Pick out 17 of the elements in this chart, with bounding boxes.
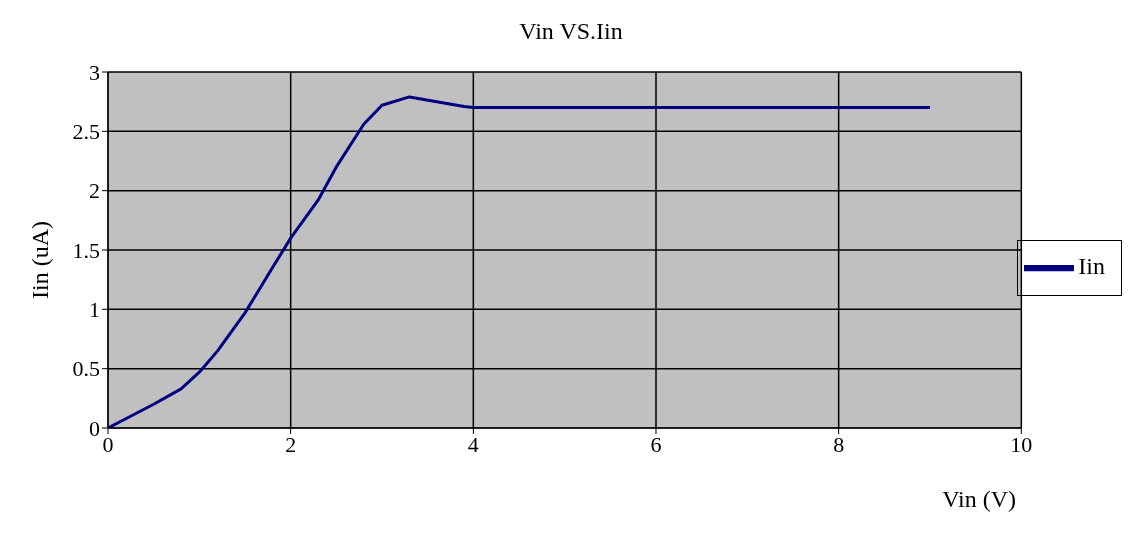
x-tick-label: 6	[650, 431, 662, 457]
y-tick-label: 1.5	[72, 237, 100, 263]
y-tick-label: 1	[89, 297, 100, 323]
y-tick-label: 0.5	[72, 356, 100, 382]
chart-title: Vin VS.Iin	[518, 18, 624, 45]
legend-label: Iin	[1078, 252, 1105, 279]
x-axis-title: Vin (V)	[942, 486, 1016, 513]
x-tick-label: 8	[833, 431, 845, 457]
y-tick-label: 3	[89, 59, 100, 85]
y-tick-label: 2	[89, 178, 100, 204]
x-tick-label: 4	[467, 431, 479, 457]
x-tick-label: 10	[1010, 431, 1033, 457]
line-series	[108, 95, 932, 428]
y-tick-label: 2.5	[72, 119, 100, 145]
x-tick-label: 2	[285, 431, 297, 457]
y-tick-label: 0	[89, 415, 100, 441]
y-axis-title: Iin (uA)	[26, 221, 54, 299]
